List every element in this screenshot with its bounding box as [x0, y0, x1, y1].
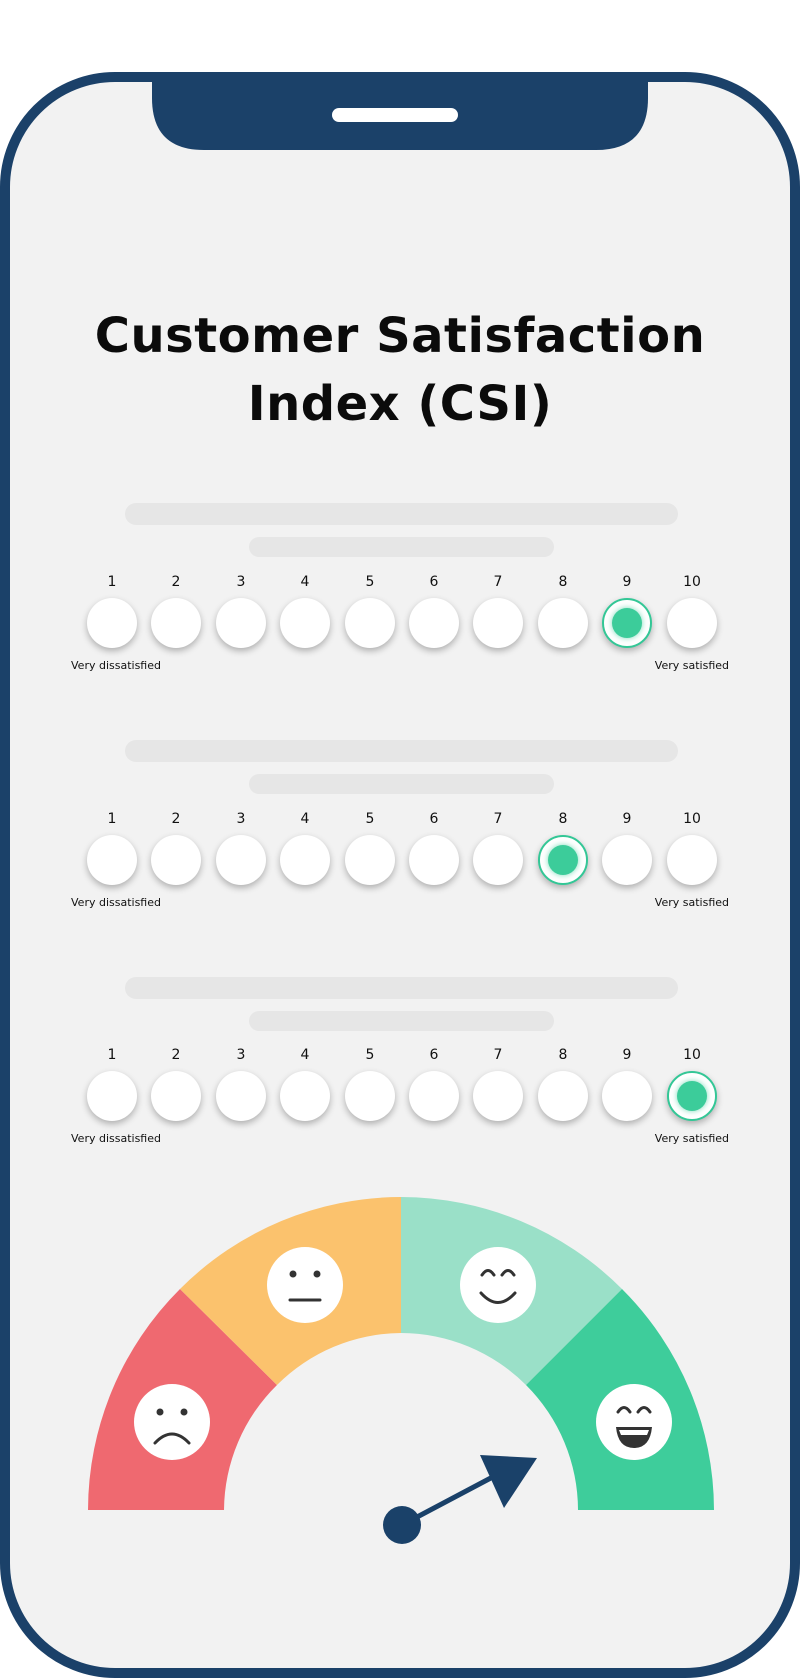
rating-number-label: 4	[300, 811, 310, 827]
rating-number-label: 10	[683, 574, 701, 590]
gauge-needle	[383, 1455, 537, 1544]
rating-number-label: 6	[429, 811, 439, 827]
rating-number-label: 4	[300, 1047, 310, 1063]
rating-number-label: 5	[365, 811, 375, 827]
rating-number-label: 1	[107, 811, 117, 827]
rating-option-3[interactable]	[216, 598, 266, 648]
rating-number-label: 5	[365, 574, 375, 590]
rating-option-2[interactable]	[151, 835, 201, 885]
rating-number-label: 3	[236, 1047, 246, 1063]
rating-option-10[interactable]	[667, 1071, 717, 1121]
rating-option-7[interactable]	[473, 1071, 523, 1121]
rating-option-9[interactable]	[602, 598, 652, 648]
grinning-face-icon	[596, 1384, 672, 1460]
rating-number-label: 2	[171, 1047, 181, 1063]
rating-number-label: 8	[558, 811, 568, 827]
rating-option-8[interactable]	[538, 1071, 588, 1121]
rating-option-10[interactable]	[667, 598, 717, 648]
rating-option-4[interactable]	[280, 598, 330, 648]
rating-option-6[interactable]	[409, 835, 459, 885]
rating-option-9[interactable]	[602, 1071, 652, 1121]
rating-option-1[interactable]	[87, 1071, 137, 1121]
rating-number-label: 8	[558, 574, 568, 590]
page-title-line-2: Index (CSI)	[247, 376, 553, 432]
question-subtext-placeholder	[249, 537, 554, 557]
rating-number-label: 2	[171, 811, 181, 827]
rating-number-label: 9	[622, 574, 632, 590]
rating-number-label: 1	[107, 574, 117, 590]
rating-option-6[interactable]	[409, 1071, 459, 1121]
scale-high-label: Very satisfied	[654, 896, 729, 909]
scale-low-label: Very dissatisfied	[71, 1132, 161, 1145]
needle-pivot	[383, 1506, 421, 1544]
rating-option-8[interactable]	[538, 835, 588, 885]
rating-option-4[interactable]	[280, 1071, 330, 1121]
rating-option-6[interactable]	[409, 598, 459, 648]
selected-indicator	[677, 1081, 707, 1111]
rating-number-label: 6	[429, 1047, 439, 1063]
rating-scale-1: 1 2 3 4 5 6 7 8 9 10 Very dissatisfied Very satisfi…	[0, 568, 800, 698]
rating-number-label: 10	[683, 811, 701, 827]
question-text-placeholder	[125, 740, 678, 762]
rating-number-label: 1	[107, 1047, 117, 1063]
neutral-face-icon	[267, 1247, 343, 1323]
rating-option-1[interactable]	[87, 835, 137, 885]
rating-option-2[interactable]	[151, 598, 201, 648]
rating-option-7[interactable]	[473, 835, 523, 885]
rating-number-label: 9	[622, 811, 632, 827]
rating-option-7[interactable]	[473, 598, 523, 648]
rating-number-label: 2	[171, 574, 181, 590]
rating-option-8[interactable]	[538, 598, 588, 648]
rating-scale-2: 1 2 3 4 5 6 7 8 9 10 Very dissatisfied Very satisfi…	[0, 805, 800, 935]
rating-option-5[interactable]	[345, 598, 395, 648]
rating-number-label: 7	[493, 811, 503, 827]
rating-number-label: 7	[493, 574, 503, 590]
rating-number-label: 10	[683, 1047, 701, 1063]
rating-option-4[interactable]	[280, 835, 330, 885]
scale-high-label: Very satisfied	[654, 659, 729, 672]
rating-option-3[interactable]	[216, 835, 266, 885]
selected-indicator	[612, 608, 642, 638]
sad-face-icon	[134, 1384, 210, 1460]
rating-option-3[interactable]	[216, 1071, 266, 1121]
rating-number-label: 4	[300, 574, 310, 590]
rating-option-5[interactable]	[345, 835, 395, 885]
question-subtext-placeholder	[249, 1011, 554, 1031]
rating-number-label: 6	[429, 574, 439, 590]
rating-number-label: 9	[622, 1047, 632, 1063]
page-title-line-1: Customer Satisfaction	[94, 308, 706, 364]
rating-option-10[interactable]	[667, 835, 717, 885]
question-text-placeholder	[125, 503, 678, 525]
rating-number-label: 7	[493, 1047, 503, 1063]
selected-indicator	[548, 845, 578, 875]
question-subtext-placeholder	[249, 774, 554, 794]
notch-speaker	[332, 108, 458, 122]
rating-option-2[interactable]	[151, 1071, 201, 1121]
rating-number-label: 3	[236, 811, 246, 827]
scale-low-label: Very dissatisfied	[71, 896, 161, 909]
rating-number-label: 8	[558, 1047, 568, 1063]
scale-high-label: Very satisfied	[654, 1132, 729, 1145]
smiling-face-icon	[460, 1247, 536, 1323]
question-text-placeholder	[125, 977, 678, 999]
rating-option-9[interactable]	[602, 835, 652, 885]
rating-number-label: 5	[365, 1047, 375, 1063]
rating-option-1[interactable]	[87, 598, 137, 648]
rating-option-5[interactable]	[345, 1071, 395, 1121]
scale-low-label: Very dissatisfied	[71, 659, 161, 672]
rating-number-label: 3	[236, 574, 246, 590]
rating-scale-3: 1 2 3 4 5 6 7 8 9 10 Very dissatisfied Very satisfi…	[0, 1041, 800, 1171]
